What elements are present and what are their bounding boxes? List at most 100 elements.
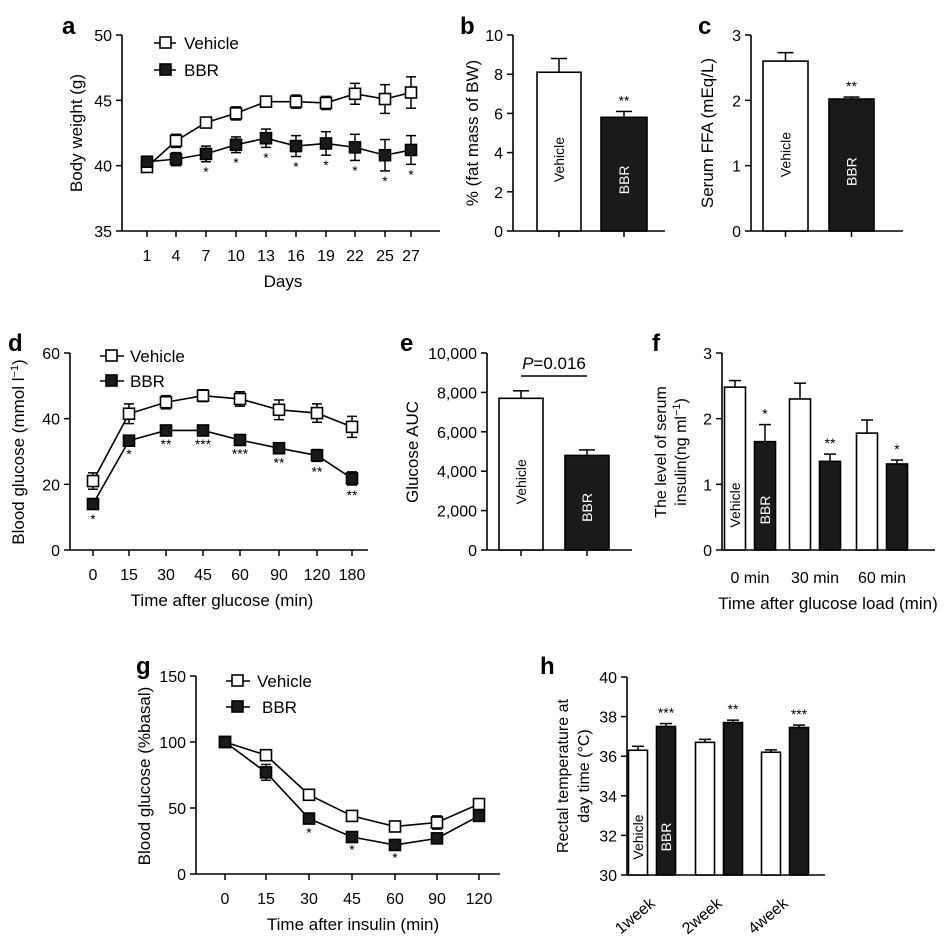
series-line-bbr (146, 137, 412, 163)
y-tick-label-b: 4 (494, 146, 503, 163)
y-axis-title-f-main: insulin(ng ml (673, 416, 690, 506)
y-tick-label-a: 50 (94, 28, 112, 45)
bar-label-vehicle: Vehicle (630, 814, 646, 859)
y-tick-label-e: 0 (468, 543, 477, 560)
y-tick-label-d: 40 (42, 412, 60, 429)
bar-bbr (600, 116, 648, 232)
y-axis-title-g: Blood glucose (%basal) (135, 687, 154, 866)
data-point-bbr (122, 434, 136, 447)
data-point-vehicle (122, 407, 136, 421)
x-tick-label-g: 0 (221, 891, 230, 908)
significance-label: ** (161, 436, 172, 452)
p-value-text: =0.016 (533, 354, 585, 373)
data-point-vehicle (159, 395, 173, 409)
x-tick-label-d: 180 (339, 567, 366, 584)
x-tick-label-d: 15 (120, 567, 138, 584)
y-tick-label-e: 6,000 (437, 425, 477, 442)
legend-label-vehicle: Vehicle (257, 672, 312, 691)
data-point-vehicle (472, 797, 486, 811)
bar-bbr (753, 440, 777, 551)
significance-label: *** (195, 436, 212, 452)
bar-bbr (788, 726, 810, 876)
significance-label: * (762, 406, 768, 422)
x-tick-label-d: 90 (270, 567, 288, 584)
x-axis-title-d: Time after glucose (min) (131, 591, 314, 610)
y-tick-label-h: 40 (599, 670, 617, 687)
data-point-vehicle (345, 809, 359, 823)
significance-label: ** (619, 92, 630, 108)
y-axis-title-d: Blood glucose (mmol l−1) (9, 359, 28, 544)
data-point-vehicle (233, 392, 247, 406)
data-point-bbr (388, 838, 402, 852)
x-tick-label-h: 4week (745, 894, 792, 937)
x-tick-label-a: 10 (227, 248, 245, 265)
legend-label-vehicle: Vehicle (184, 34, 239, 53)
data-point-bbr (345, 830, 359, 844)
data-point-vehicle (259, 748, 273, 762)
bar-label-vehicle: Vehicle (778, 132, 794, 177)
data-point-bbr (159, 424, 173, 437)
data-point-bbr (233, 433, 247, 447)
data-point-vehicle (345, 420, 359, 434)
data-point-vehicle (310, 406, 324, 420)
y-tick-label-e: 2,000 (437, 504, 477, 521)
data-point-bbr (430, 832, 444, 845)
data-point-bbr (348, 141, 362, 154)
significance-label: * (349, 842, 355, 858)
y-tick-label-c: 1 (732, 159, 741, 176)
data-point-bbr (404, 143, 418, 157)
data-point-vehicle (169, 134, 183, 148)
bar-label-bbr: BBR (616, 165, 632, 194)
y-tick-label-f: 0 (703, 543, 712, 560)
bar-label-bbr: BBR (844, 157, 860, 186)
y-tick-label-c: 2 (732, 93, 741, 110)
y-axis-title-d-main: Blood glucose (mmol l (9, 377, 28, 544)
x-tick-label-a: 27 (402, 248, 420, 265)
bar-bbr (828, 98, 875, 232)
significance-label: ** (846, 78, 857, 94)
data-point-vehicle (196, 389, 210, 402)
y-tick-label-d: 60 (42, 346, 60, 363)
significance-label: * (306, 825, 312, 841)
y-axis-title-d-sup: −1 (9, 365, 21, 378)
significance-label: * (90, 511, 96, 527)
bar-vehicle (498, 397, 544, 551)
x-tick-label-d: 30 (157, 567, 175, 584)
significance-label: * (408, 166, 414, 182)
y-axis-title-h-line2: day time (°C) (576, 729, 593, 823)
x-tick-label-a: 7 (202, 248, 211, 265)
data-point-vehicle (404, 86, 418, 99)
bar-label-vehicle: Vehicle (727, 482, 743, 527)
x-tick-label-d: 120 (304, 567, 331, 584)
bar-bbr (818, 460, 842, 551)
y-axis-title-f-sup: −1 (671, 403, 683, 416)
y-tick-label-b: 10 (485, 28, 503, 45)
y-tick-label-c: 3 (732, 28, 741, 45)
significance-label: ** (728, 701, 739, 717)
data-point-vehicle (259, 95, 273, 108)
legend-marker-vehicle (159, 36, 172, 49)
y-tick-label-b: 6 (494, 106, 503, 123)
panel-letter-e: e (400, 330, 413, 357)
data-point-bbr (472, 809, 486, 823)
bar-vehicle (694, 741, 716, 876)
y-tick-label-h: 34 (599, 789, 617, 806)
x-tick-label-a: 25 (376, 248, 394, 265)
y-tick-label-c: 0 (732, 224, 741, 241)
y-axis-title-f-line1: The level of serum (653, 386, 670, 518)
y-tick-label-d: 0 (51, 543, 60, 560)
data-point-vehicle (388, 820, 402, 833)
bar-label-vehicle: Vehicle (513, 459, 529, 504)
x-tick-label-g: 45 (343, 891, 361, 908)
y-tick-label-g: 150 (159, 669, 186, 686)
legend-label-bbr: BBR (262, 698, 297, 717)
x-tick-label-g: 120 (466, 891, 493, 908)
x-axis-title-g: Time after insulin (min) (267, 915, 439, 934)
data-point-vehicle (289, 95, 303, 108)
bar-vehicle (760, 751, 782, 876)
legend-label-bbr: BBR (184, 61, 219, 80)
significance-label: *** (232, 445, 249, 461)
x-tick-label-a: 4 (172, 248, 181, 265)
data-point-bbr (218, 735, 232, 749)
data-point-bbr (169, 152, 183, 166)
